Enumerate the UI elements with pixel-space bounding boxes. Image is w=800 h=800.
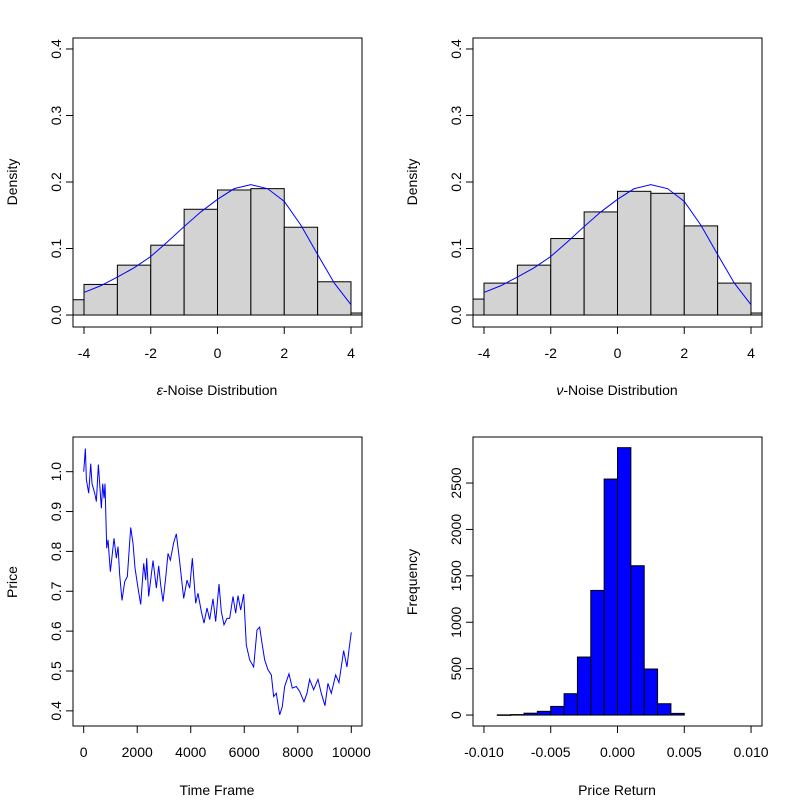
x-tick-label: -4: [478, 345, 491, 361]
y-tick-label: 0.2: [448, 172, 464, 192]
x-tick-label: 6000: [229, 744, 260, 760]
histogram-bar: [250, 188, 285, 316]
histogram-bar: [150, 244, 185, 316]
x-tick-label: 0: [614, 345, 622, 361]
plot-area: [73, 184, 362, 316]
histogram-bar: [683, 225, 719, 316]
x-tick-label: 2000: [122, 744, 153, 760]
y-tick-label: 0.4: [448, 39, 464, 59]
x-tick-label: 0.010: [734, 744, 769, 760]
histogram-bar: [643, 668, 659, 716]
x-tick-label: 2: [280, 345, 288, 361]
histogram-bar: [217, 189, 252, 316]
x-tick-label: -4: [78, 345, 91, 361]
y-tick-label: 0.4: [48, 39, 64, 59]
histogram-bar: [617, 190, 652, 316]
plot-area: [83, 448, 352, 715]
y-axis-title: Density: [4, 159, 20, 206]
histogram-bar: [576, 656, 592, 716]
x-tick-label: -0.005: [531, 744, 571, 760]
x-axis-title: Time Frame: [180, 782, 255, 798]
x-axis-title: ε-Noise Distribution: [157, 382, 278, 398]
y-tick-label: 0.0: [448, 305, 464, 325]
y-tick-label: 0.3: [48, 106, 64, 126]
y-tick-label: 0.3: [448, 106, 464, 126]
histogram-bar: [523, 712, 538, 716]
y-tick-label: 0: [448, 711, 464, 719]
histogram-bar: [483, 282, 518, 316]
x-tick-label: 0: [214, 345, 222, 361]
x-tick-label: 4: [347, 345, 355, 361]
histogram-bar: [350, 312, 362, 316]
histogram-bar: [283, 226, 319, 316]
histogram-bar: [650, 192, 685, 316]
epsilon-noise-histogram: ε-Noise Distribution Density -4 -2 0 2 4 0.0 0…: [4, 37, 363, 398]
histogram-bar: [183, 208, 218, 316]
histogram-bar: [590, 589, 605, 716]
x-tick-label: 4000: [175, 744, 206, 760]
y-axis-title: Density: [404, 159, 420, 206]
x-tick-label: -2: [145, 345, 158, 361]
price-return-histogram: Price Return Frequency -0.010 -0.005 0.000…: [404, 436, 769, 798]
x-tick-label: -2: [545, 345, 558, 361]
y-tick-label: 0.8: [48, 541, 64, 561]
density-curve: [83, 184, 352, 306]
y-tick-label: 0.4: [48, 701, 64, 721]
y-tick-label: 1500: [448, 560, 464, 591]
histogram-bar: [550, 705, 565, 716]
y-axis-title: Frequency: [404, 549, 420, 615]
density-curve: [483, 184, 752, 306]
histogram-bar: [583, 211, 618, 316]
x-tick-label: 8000: [282, 744, 313, 760]
histogram-bar: [116, 264, 152, 316]
y-tick-label: 0.6: [48, 621, 64, 641]
histogram-bar: [630, 565, 645, 716]
histogram-bar: [496, 714, 512, 716]
x-axis-title: Price Return: [578, 782, 656, 798]
histogram-bar: [563, 693, 578, 716]
x-tick-label: 4: [747, 345, 755, 361]
y-tick-label: 1.0: [48, 462, 64, 482]
x-axis-title: ν-Noise Distribution: [556, 382, 677, 398]
y-tick-label: 0.2: [48, 172, 64, 192]
nu-noise-histogram: ν-Noise Distribution Density -4 -2 0 2 4 0.0 0…: [404, 37, 763, 398]
y-tick-label: 0.0: [48, 305, 64, 325]
histogram-bar: [83, 283, 118, 316]
x-tick-label: -0.010: [464, 744, 504, 760]
histogram-bar: [750, 312, 762, 316]
y-tick-label: 0.1: [48, 239, 64, 259]
y-tick-label: 0.5: [48, 661, 64, 681]
histogram-bar: [603, 478, 618, 716]
x-tick-label: 0: [80, 744, 88, 760]
price-line-chart: Time Frame Price 0 2000 4000 6000 8000 10000 0…: [4, 436, 371, 798]
histogram-bar: [317, 281, 352, 316]
histogram-bar: [516, 264, 552, 316]
price-series-line: [83, 448, 352, 715]
x-tick-label: 10000: [332, 744, 371, 760]
y-tick-label: 1000: [448, 606, 464, 637]
y-tick-label: 2500: [448, 467, 464, 498]
y-tick-label: 2000: [448, 514, 464, 545]
plot-area: [473, 184, 762, 316]
histogram-bar: [550, 238, 585, 316]
histogram-bar: [717, 282, 752, 316]
x-tick-label: 0.005: [667, 744, 702, 760]
y-tick-label: 0.1: [448, 239, 464, 259]
histogram-bar: [536, 710, 552, 716]
y-tick-label: 0.9: [48, 502, 64, 522]
histogram-bar: [657, 703, 672, 716]
histogram-bar: [510, 714, 525, 716]
y-tick-label: 0.7: [48, 581, 64, 601]
histogram-bar: [617, 447, 632, 716]
y-axis-title: Price: [4, 566, 20, 598]
x-tick-label: 0.000: [600, 744, 635, 760]
x-tick-label: 2: [680, 345, 688, 361]
y-tick-label: 500: [448, 657, 464, 681]
plot-area: [496, 447, 685, 716]
histogram-bar: [670, 712, 685, 716]
